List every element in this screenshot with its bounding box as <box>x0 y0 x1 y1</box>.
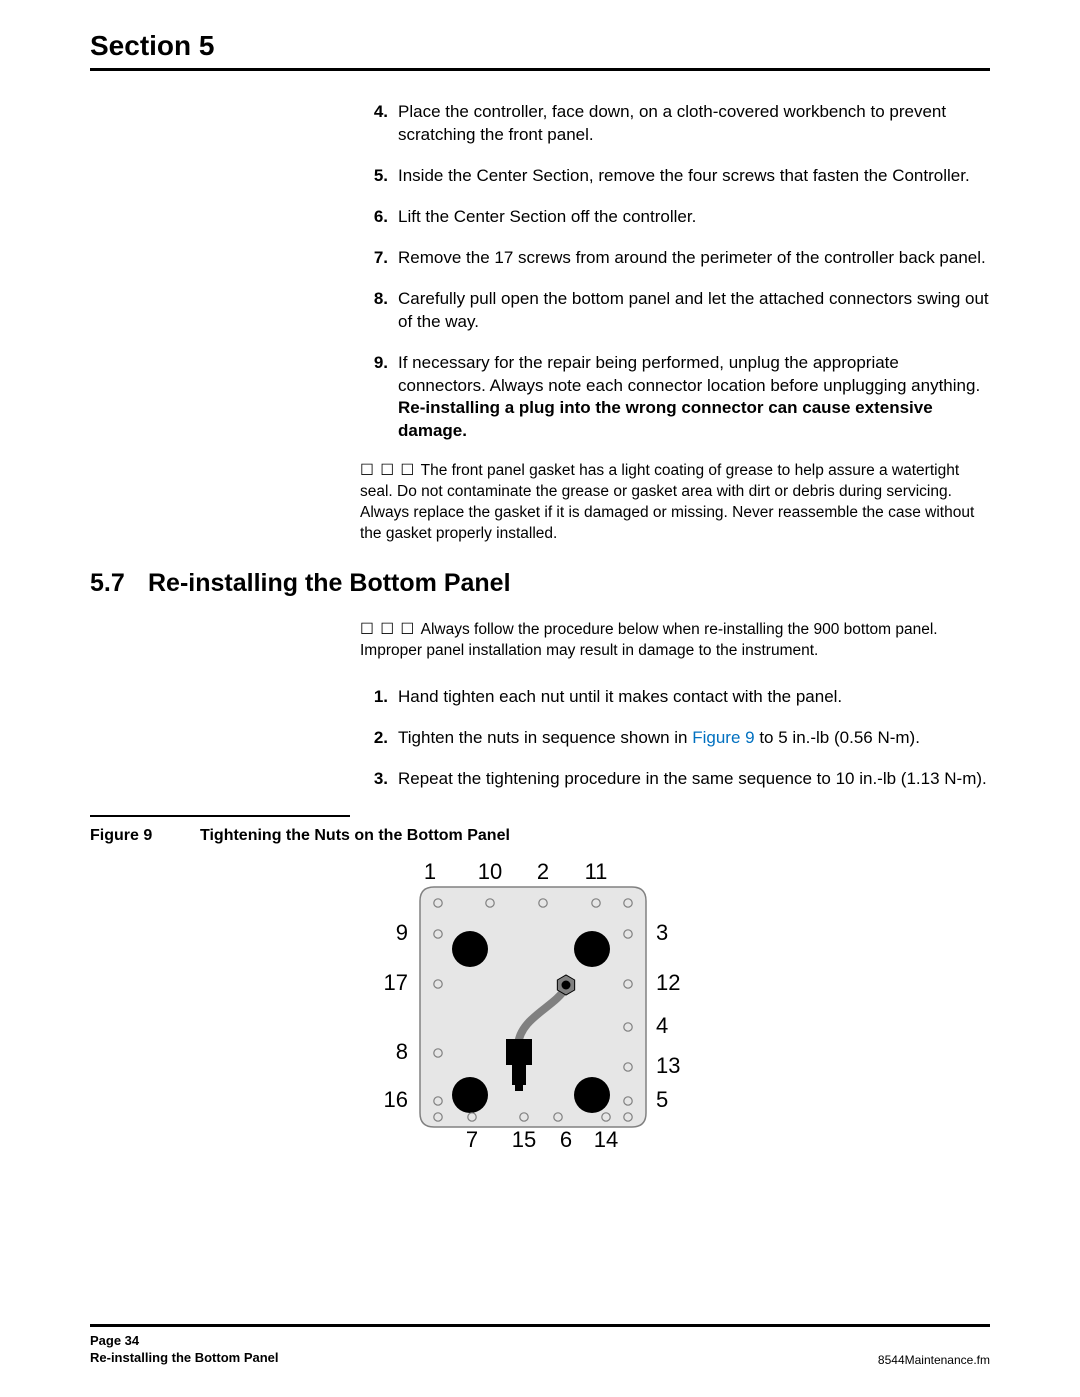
step-text-plain: Tighten the nuts in sequence shown in <box>398 728 692 747</box>
figure-number: Figure 9 <box>90 827 200 845</box>
note-marker: ☐ ☐ ☐ <box>360 462 421 479</box>
step-item: 9. If necessary for the repair being per… <box>360 352 990 444</box>
note-gasket: ☐ ☐ ☐ The front panel gasket has a light… <box>360 461 990 545</box>
section-title: Section 5 <box>90 30 990 62</box>
step-number: 3. <box>360 768 388 791</box>
page: Section 5 4. Place the controller, face … <box>0 0 1080 1397</box>
step-number: 6. <box>360 206 388 229</box>
figure-diagram: 1210119317124813165715614 <box>90 857 990 1162</box>
step-number: 2. <box>360 727 388 750</box>
step-item: 8. Carefully pull open the bottom panel … <box>360 288 990 334</box>
page-footer: Page 34 Re-installing the Bottom Panel 8… <box>90 1324 990 1367</box>
step-number: 7. <box>360 247 388 270</box>
svg-text:7: 7 <box>466 1127 478 1152</box>
footer-page-number: Page 34 <box>90 1333 279 1350</box>
bottom-panel-diagram: 1210119317124813165715614 <box>380 857 700 1157</box>
footer-row: Page 34 Re-installing the Bottom Panel 8… <box>90 1333 990 1367</box>
svg-text:9: 9 <box>396 920 408 945</box>
step-number: 8. <box>360 288 388 334</box>
step-text: Hand tighten each nut until it makes con… <box>398 686 990 709</box>
step-text-plain: If necessary for the repair being perfor… <box>398 353 980 395</box>
svg-text:13: 13 <box>656 1053 680 1078</box>
svg-text:11: 11 <box>585 859 608 884</box>
footer-left: Page 34 Re-installing the Bottom Panel <box>90 1333 279 1367</box>
step-item: 7. Remove the 17 screws from around the … <box>360 247 990 270</box>
svg-text:16: 16 <box>384 1087 408 1112</box>
figure-label: Figure 9Tightening the Nuts on the Botto… <box>90 827 990 845</box>
note-marker: ☐ ☐ ☐ <box>360 621 421 638</box>
svg-text:12: 12 <box>656 970 680 995</box>
step-text: Repeat the tightening procedure in the s… <box>398 768 990 791</box>
step-item: 2. Tighten the nuts in sequence shown in… <box>360 727 990 750</box>
step-text: Place the controller, face down, on a cl… <box>398 101 990 147</box>
note-procedure: ☐ ☐ ☐ Always follow the procedure below … <box>360 620 990 662</box>
step-text: Tighten the nuts in sequence shown in Fi… <box>398 727 990 750</box>
step-item: 6. Lift the Center Section off the contr… <box>360 206 990 229</box>
step-number: 1. <box>360 686 388 709</box>
step-text: Carefully pull open the bottom panel and… <box>398 288 990 334</box>
figure-link[interactable]: Figure 9 <box>692 728 754 747</box>
step-text-bold: Re-installing a plug into the wrong conn… <box>398 398 933 440</box>
figure-rule <box>90 815 350 817</box>
subsection-title: Re-installing the Bottom Panel <box>148 569 511 597</box>
subsection-number: 5.7 <box>90 569 148 598</box>
svg-text:17: 17 <box>384 970 408 995</box>
svg-text:8: 8 <box>396 1039 408 1064</box>
svg-text:15: 15 <box>512 1127 536 1152</box>
svg-text:14: 14 <box>594 1127 618 1152</box>
footer-rule <box>90 1324 990 1327</box>
step-item: 4. Place the controller, face down, on a… <box>360 101 990 147</box>
step-text: Lift the Center Section off the controll… <box>398 206 990 229</box>
note-text: The front panel gasket has a light coati… <box>360 462 974 542</box>
svg-text:3: 3 <box>656 920 668 945</box>
step-number: 5. <box>360 165 388 188</box>
svg-text:10: 10 <box>478 859 502 884</box>
footer-section-title: Re-installing the Bottom Panel <box>90 1350 279 1367</box>
footer-filename: 8544Maintenance.fm <box>878 1353 990 1367</box>
subsection-heading: 5.7Re-installing the Bottom Panel <box>90 569 990 598</box>
step-item: 5. Inside the Center Section, remove the… <box>360 165 990 188</box>
svg-text:5: 5 <box>656 1087 668 1112</box>
step-text-plain: to 5 in.-lb (0.56 N-m). <box>755 728 920 747</box>
step-number: 9. <box>360 352 388 444</box>
svg-text:1: 1 <box>424 859 436 884</box>
steps-lower: 1. Hand tighten each nut until it makes … <box>360 686 990 791</box>
step-text: Inside the Center Section, remove the fo… <box>398 165 990 188</box>
note-text: Always follow the procedure below when r… <box>360 621 938 659</box>
figure-block: Figure 9Tightening the Nuts on the Botto… <box>90 815 990 1162</box>
steps-upper: 4. Place the controller, face down, on a… <box>360 101 990 443</box>
svg-text:4: 4 <box>656 1013 668 1038</box>
step-text: If necessary for the repair being perfor… <box>398 352 990 444</box>
page-header: Section 5 <box>90 30 990 71</box>
figure-caption: Tightening the Nuts on the Bottom Panel <box>200 827 510 844</box>
svg-text:6: 6 <box>560 1127 572 1152</box>
svg-text:2: 2 <box>537 859 549 884</box>
step-item: 3. Repeat the tightening procedure in th… <box>360 768 990 791</box>
step-text: Remove the 17 screws from around the per… <box>398 247 990 270</box>
step-item: 1. Hand tighten each nut until it makes … <box>360 686 990 709</box>
step-number: 4. <box>360 101 388 147</box>
